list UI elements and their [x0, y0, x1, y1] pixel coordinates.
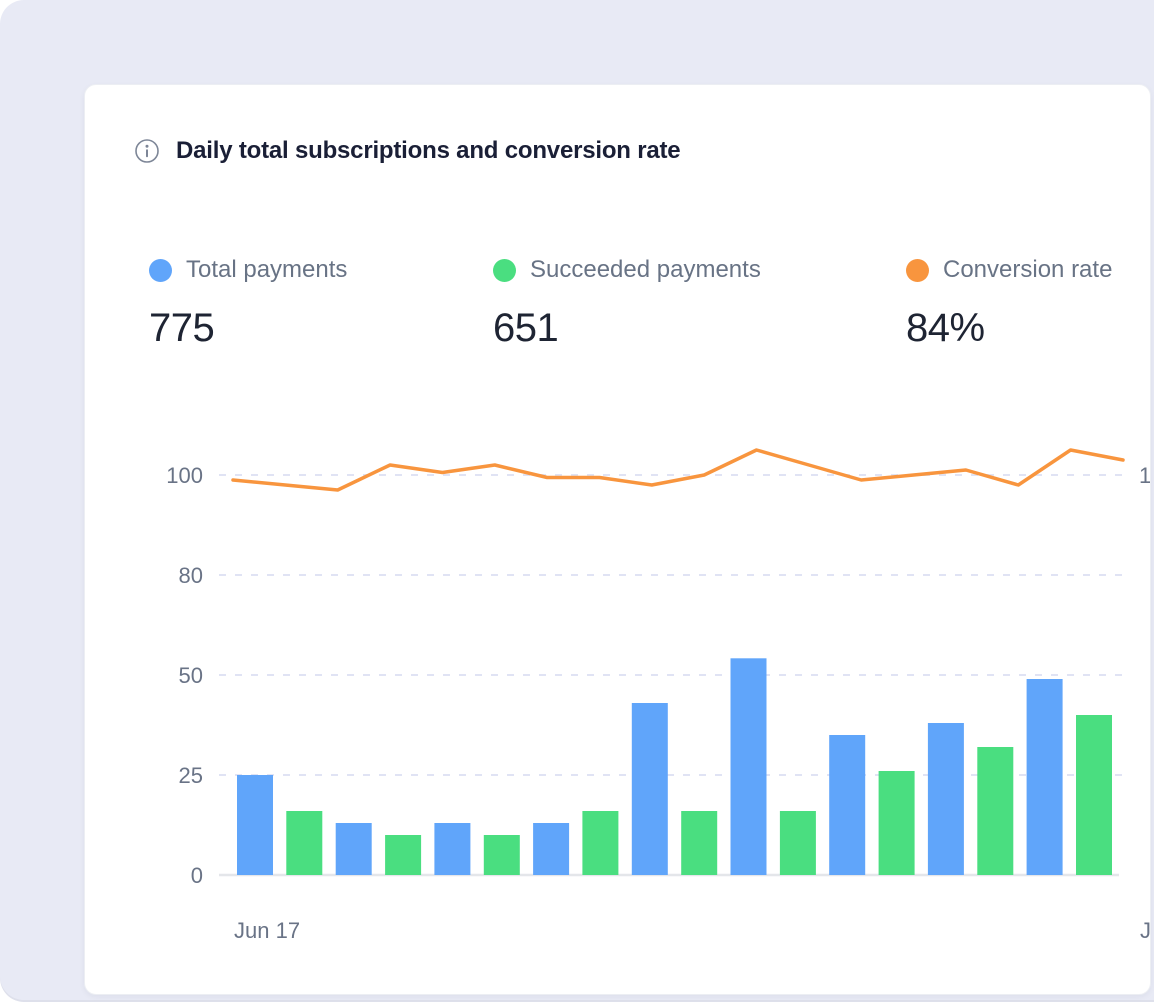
chart-area: 0 25 50 80 100 Jun 17 J 1 — [166, 448, 1151, 943]
succeeded-payments-bar — [483, 835, 520, 875]
total-payments-bar — [927, 723, 964, 875]
succeeded-payments-bar — [779, 811, 816, 875]
total-payments-bar — [533, 823, 570, 875]
chart-card: Daily total subscriptions and conversion… — [84, 84, 1151, 995]
succeeded-payments-bar — [681, 811, 718, 875]
y-axis-tick-label: 80 — [179, 563, 203, 588]
y-axis-tick-label: 0 — [191, 863, 203, 888]
total-payments-bar — [237, 775, 273, 875]
succeeded-payments-bar — [582, 811, 619, 875]
conversion-rate-dot-icon — [906, 258, 929, 282]
legend-item-conversion-rate: Conversion rate 84% — [906, 256, 1112, 351]
legend-label: Succeeded payments — [530, 256, 761, 283]
total-payments-bar — [434, 823, 471, 875]
total-payments-bar — [631, 703, 668, 875]
succeeded-payments-dot-icon — [493, 258, 516, 282]
conversion-rate-line — [231, 448, 1125, 492]
x-axis-label-right: J — [1140, 918, 1151, 943]
card-header: Daily total subscriptions and conversion… — [134, 137, 681, 165]
legend-label: Conversion rate — [943, 256, 1113, 283]
total-payments-bar — [335, 823, 372, 875]
x-axis-label-left: Jun 17 — [234, 918, 300, 943]
succeeded-payments-bar — [977, 747, 1014, 875]
y-axis-tick-label: 100 — [166, 463, 203, 488]
total-payments-dot-icon — [149, 258, 172, 282]
succeeded-payments-bar — [286, 811, 323, 875]
total-payments-bar — [730, 658, 767, 875]
y-axis-tick-label: 25 — [179, 763, 203, 788]
succeeded-payments-bar — [1076, 715, 1112, 875]
succeeded-payments-bar — [878, 771, 915, 875]
total-payments-value: 775 — [149, 306, 215, 350]
legend-item-succeeded-payments: Succeeded payments 651 — [493, 256, 761, 351]
legend-label: Total payments — [186, 256, 348, 283]
succeeded-payments-bar — [385, 835, 422, 875]
total-payments-bar — [1026, 679, 1063, 875]
info-icon[interactable] — [134, 138, 160, 164]
total-payments-bar — [829, 735, 866, 875]
conversion-rate-value: 84% — [906, 306, 985, 350]
chart-title: Daily total subscriptions and conversion… — [176, 137, 681, 164]
legend-item-total-payments: Total payments 775 — [149, 256, 347, 351]
succeeded-payments-value: 651 — [493, 306, 559, 350]
right-axis-tick-label: 1 — [1139, 463, 1151, 488]
y-axis-tick-label: 50 — [179, 663, 203, 688]
